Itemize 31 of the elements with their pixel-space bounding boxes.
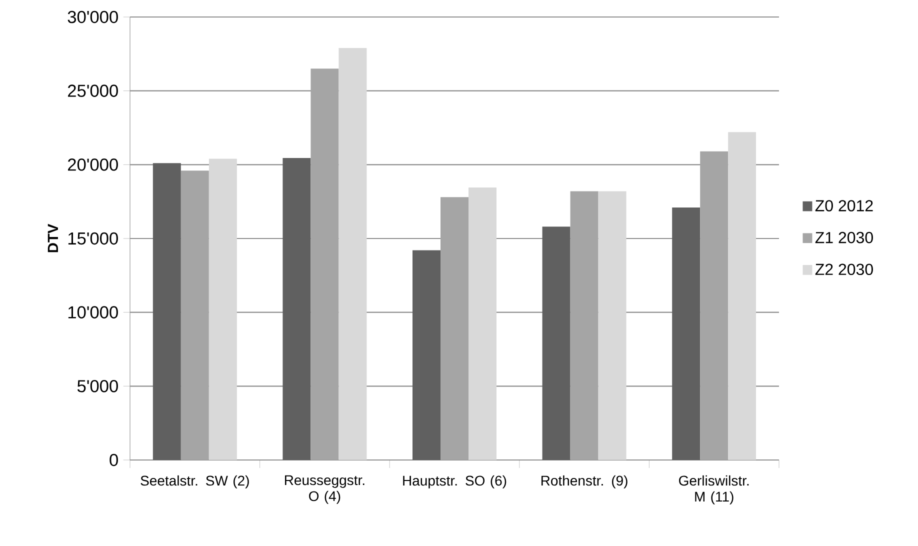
bar	[180, 170, 209, 460]
bar	[412, 250, 441, 460]
y-tick-label: 20'000	[68, 158, 118, 171]
bar	[542, 226, 570, 460]
bar	[208, 158, 237, 460]
y-tick-label: 10'000	[68, 306, 118, 318]
bar	[700, 151, 728, 460]
bar	[468, 188, 497, 460]
bar	[570, 191, 598, 460]
bar	[598, 191, 626, 460]
y-tick-label: 25'000	[68, 84, 118, 97]
y-axis-title: DTV	[48, 224, 58, 252]
x-tick-label: Hauptstr. SO (6)	[403, 475, 506, 488]
y-tick-label: 15'000	[68, 232, 118, 245]
bar	[728, 132, 756, 460]
legend-label: Z0 2012	[815, 200, 873, 212]
bar	[672, 207, 700, 460]
bar	[310, 68, 339, 460]
y-tick-label: 0	[110, 454, 118, 466]
x-tick-label: Rothenstr. (9)	[541, 475, 628, 488]
bar	[338, 48, 367, 460]
y-tick-label: 5'000	[77, 380, 118, 392]
legend-label: Z2 2030	[815, 264, 873, 276]
legend-label: Z1 2030	[815, 232, 873, 244]
x-tick-label: Seetalstr. SW (2)	[140, 475, 249, 488]
bar	[152, 163, 181, 460]
bar	[282, 158, 311, 460]
x-tick-label: Gerliswilstr. M (11)	[679, 475, 749, 504]
bar	[440, 197, 469, 460]
y-tick-label: 30'000	[68, 10, 118, 24]
x-tick-label: Reusseggstr. O (4)	[285, 475, 364, 504]
